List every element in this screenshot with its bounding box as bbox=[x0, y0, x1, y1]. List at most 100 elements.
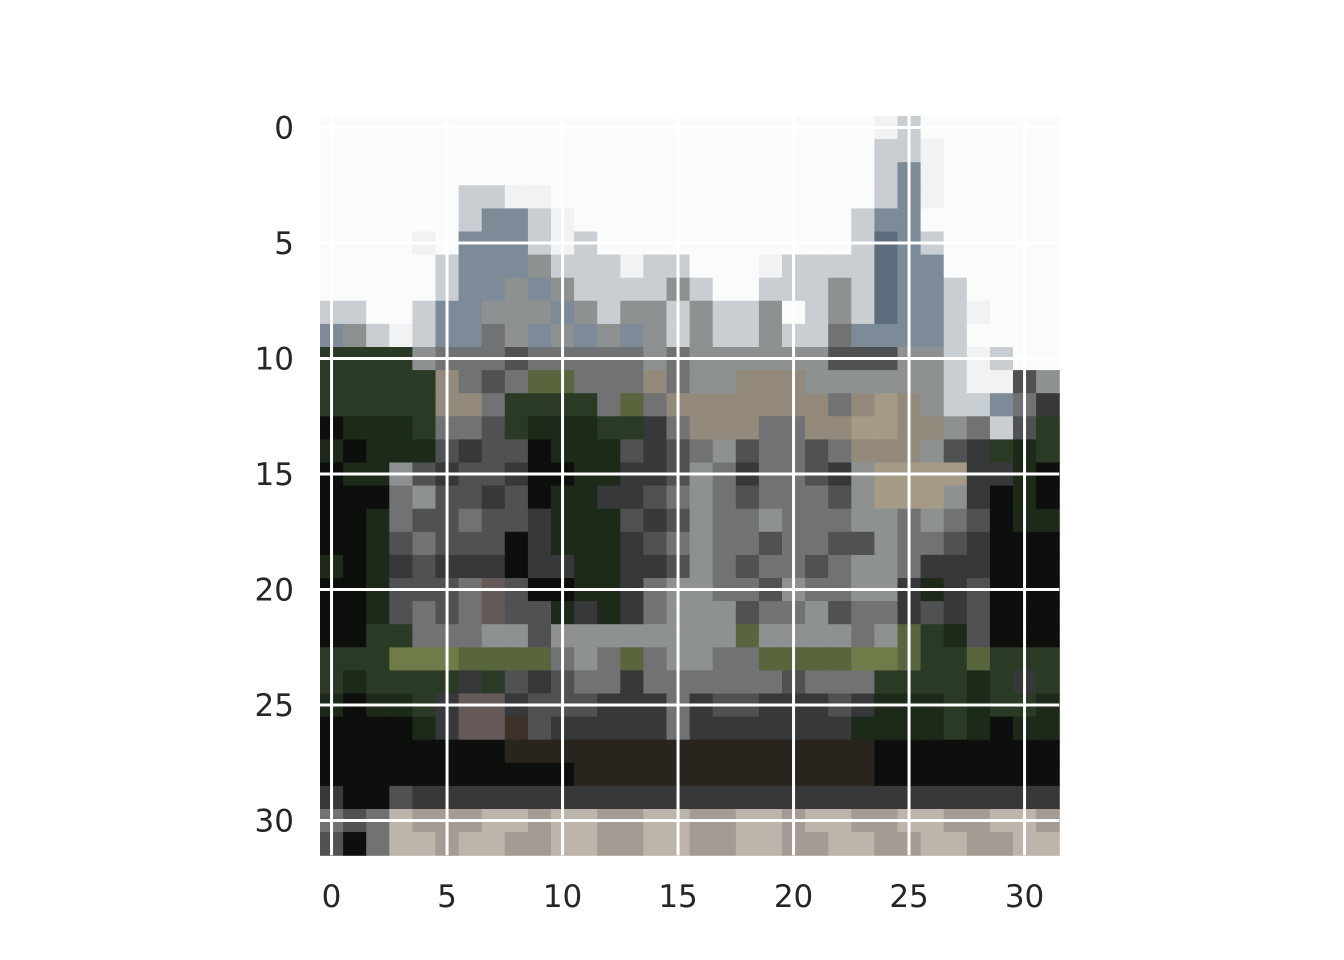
pixel-cell bbox=[735, 601, 760, 625]
pixel-cell bbox=[620, 739, 644, 764]
y-tick-label: 15 bbox=[255, 457, 294, 493]
pixel-cell bbox=[458, 716, 483, 741]
pixel-cell bbox=[643, 185, 668, 209]
pixel-cell bbox=[805, 439, 829, 464]
pixel-cell bbox=[758, 531, 783, 556]
pixel-cell bbox=[851, 531, 875, 556]
pixel-cell bbox=[851, 162, 875, 186]
pixel-cell bbox=[758, 416, 783, 440]
pixel-cell bbox=[920, 370, 945, 394]
pixel-cell bbox=[458, 162, 483, 186]
pixel-cell bbox=[758, 508, 783, 533]
pixel-cell bbox=[643, 508, 668, 533]
pixel-cell bbox=[412, 762, 437, 787]
pixel-cell bbox=[943, 139, 968, 163]
pixel-cell bbox=[712, 393, 737, 417]
pixel-cell bbox=[689, 601, 714, 625]
pixel-cell bbox=[366, 762, 390, 787]
pixel-cell bbox=[1036, 670, 1060, 695]
pixel-cell bbox=[343, 277, 367, 302]
pixel-cell bbox=[851, 300, 875, 325]
pixel-cell bbox=[758, 624, 783, 648]
pixel-cell bbox=[758, 185, 783, 209]
pixel-cell bbox=[805, 601, 829, 625]
pixel-cell bbox=[389, 139, 413, 163]
pixel-cell bbox=[643, 393, 668, 417]
pixel-cell bbox=[574, 162, 598, 186]
pixel-cell bbox=[343, 485, 367, 510]
pixel-cell bbox=[389, 601, 413, 625]
pixel-cell bbox=[920, 162, 945, 186]
pixel-cell bbox=[366, 716, 390, 741]
pixel-cell bbox=[712, 531, 737, 556]
pixel-cell bbox=[851, 254, 875, 279]
pixel-cell bbox=[343, 785, 367, 810]
pixel-cell bbox=[735, 416, 760, 440]
pixel-cell bbox=[828, 670, 852, 695]
pixel-cell bbox=[1036, 416, 1060, 440]
pixel-cell bbox=[458, 139, 483, 163]
pixel-cell bbox=[712, 485, 737, 510]
pixel-cell bbox=[343, 439, 367, 464]
pixel-cell bbox=[828, 508, 852, 533]
pixel-cell bbox=[874, 601, 899, 625]
pixel-cell bbox=[643, 370, 668, 394]
pixel-cell bbox=[712, 785, 737, 810]
pixel-cell bbox=[504, 485, 529, 510]
pixel-cell bbox=[1036, 277, 1060, 302]
pixel-cell bbox=[389, 300, 413, 325]
pixel-cell bbox=[828, 739, 852, 764]
pixel-cell bbox=[620, 139, 644, 163]
pixel-cell bbox=[966, 323, 991, 348]
pixel-cell bbox=[735, 647, 760, 671]
pixel-cell bbox=[943, 785, 968, 810]
pixel-cell bbox=[735, 785, 760, 810]
pixel-cell bbox=[574, 554, 598, 579]
pixel-cell bbox=[1036, 508, 1060, 533]
pixel-cell bbox=[712, 300, 737, 325]
pixel-cell bbox=[989, 508, 1014, 533]
pixel-cell bbox=[805, 139, 829, 163]
pixel-cell bbox=[504, 277, 529, 302]
pixel-cell bbox=[504, 139, 529, 163]
pixel-cell bbox=[481, 323, 506, 348]
pixel-cell bbox=[758, 323, 783, 348]
pixel-cell bbox=[989, 208, 1014, 233]
pixel-cell bbox=[874, 277, 899, 302]
pixel-cell bbox=[758, 485, 783, 510]
pixel-cell bbox=[343, 185, 367, 209]
pixel-cell bbox=[527, 531, 552, 556]
pixel-cell bbox=[504, 531, 529, 556]
pixel-cell bbox=[504, 785, 529, 810]
y-tick-label: 25 bbox=[255, 688, 294, 724]
pixel-cell bbox=[689, 277, 714, 302]
pixel-cell bbox=[989, 785, 1014, 810]
pixel-cell bbox=[989, 323, 1014, 348]
pixel-cell bbox=[597, 647, 621, 671]
pixel-cell bbox=[620, 531, 644, 556]
pixel-cell bbox=[366, 508, 390, 533]
pixel-cell bbox=[966, 508, 991, 533]
pixel-cell bbox=[481, 439, 506, 464]
pixel-cell bbox=[874, 185, 899, 209]
pixel-cell bbox=[989, 554, 1014, 579]
pixel-cell bbox=[620, 323, 644, 348]
pixel-cell bbox=[920, 300, 945, 325]
pixel-cell bbox=[643, 139, 668, 163]
pixel-cell bbox=[574, 185, 598, 209]
pixel-cell bbox=[412, 277, 437, 302]
pixel-cell bbox=[366, 439, 390, 464]
pixel-cell bbox=[966, 254, 991, 279]
pixel-cell bbox=[758, 277, 783, 302]
pixel-cell bbox=[735, 208, 760, 233]
pixel-cell bbox=[412, 670, 437, 695]
pixel-cell bbox=[343, 670, 367, 695]
pixel-cell bbox=[597, 208, 621, 233]
pixel-cell bbox=[689, 785, 714, 810]
pixel-cell bbox=[805, 185, 829, 209]
pixel-cell bbox=[1036, 601, 1060, 625]
pixel-cell bbox=[574, 393, 598, 417]
pixel-cell bbox=[989, 277, 1014, 302]
pixel-cell bbox=[343, 162, 367, 186]
